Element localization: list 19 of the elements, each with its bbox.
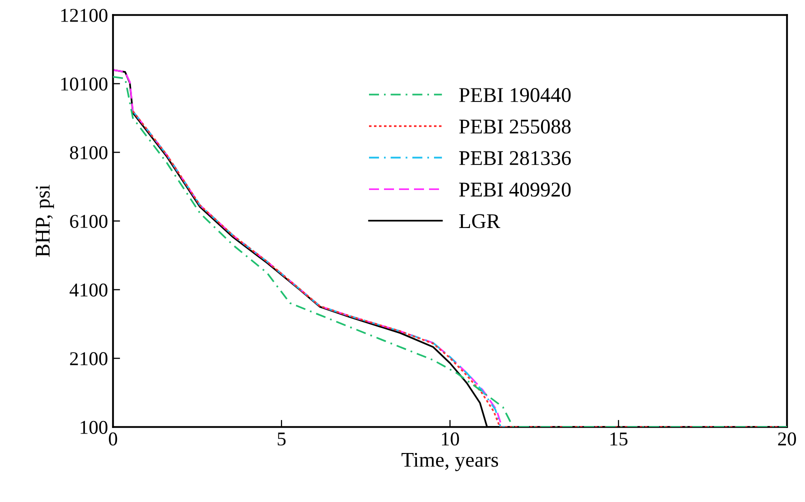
y-tick-label: 6100 — [70, 214, 108, 228]
y-tick-label: 2100 — [70, 352, 108, 366]
y-axis-title: BHP, psi — [36, 184, 54, 257]
y-tick-label: 4100 — [70, 283, 108, 297]
legend-label: PEBI 255088 — [459, 120, 571, 134]
legend-label: PEBI 281336 — [459, 151, 571, 166]
x-tick-label: 10 — [442, 432, 459, 446]
y-tick-label: 8100 — [70, 146, 108, 160]
x-axis-title: Time, years — [402, 452, 498, 472]
x-tick-label: 0 — [108, 432, 118, 446]
legend-label: LGR — [459, 214, 500, 228]
y-tick-label: 12100 — [61, 8, 108, 22]
x-tick-label: 15 — [610, 432, 628, 446]
x-tick-label: 5 — [278, 432, 286, 446]
legend-label: PEBI 190440 — [459, 88, 571, 102]
x-tick-label: 20 — [778, 432, 796, 446]
legend-label: PEBI 409920 — [459, 182, 571, 197]
y-tick-label: 10100 — [61, 77, 108, 91]
y-tick-label: 100 — [80, 420, 108, 434]
